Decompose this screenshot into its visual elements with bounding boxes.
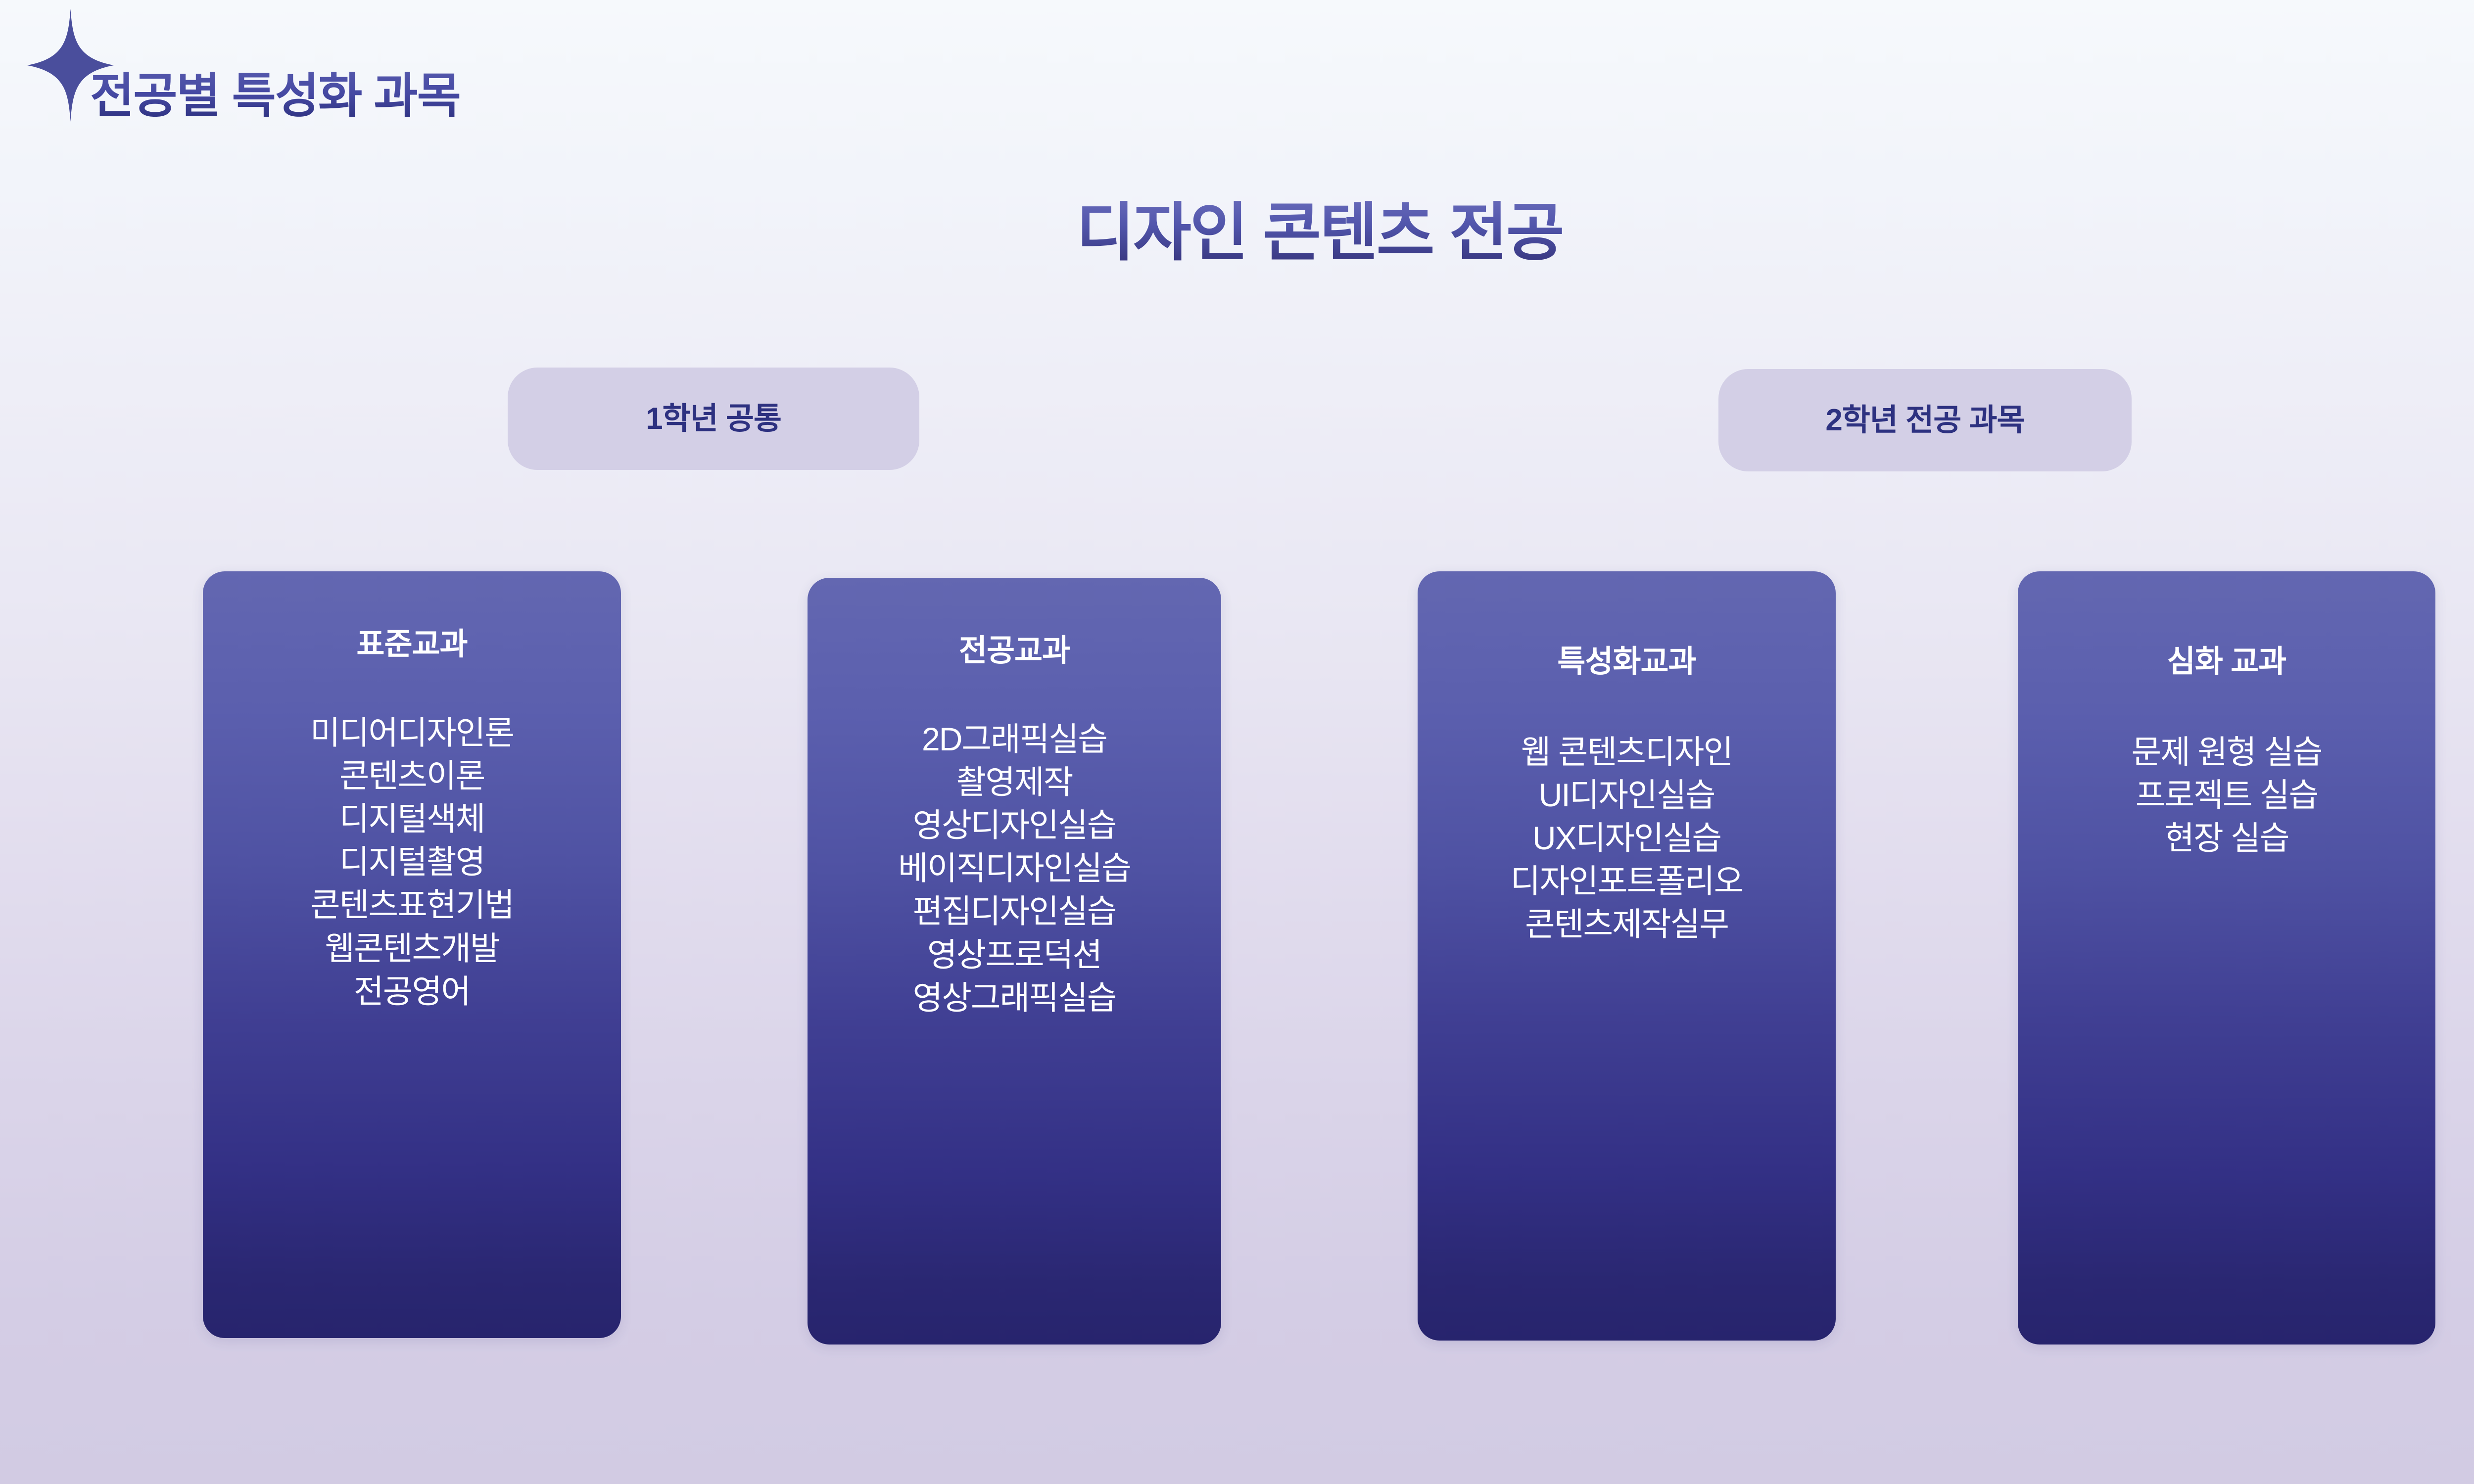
- card-title: 전공교과: [958, 634, 1070, 668]
- course-item: UI디자인실습: [1538, 777, 1716, 814]
- year-badge-grade2[interactable]: 2학년 전공 과목: [1718, 369, 2132, 471]
- course-list: 웹 콘텐츠디자인 UI디자인실습 UX디자인실습 디자인포트폴리오 콘텐츠제작실…: [1418, 731, 1836, 946]
- card-title: 심화 교과: [2167, 645, 2286, 679]
- course-item: 웹 콘텐츠디자인: [1521, 734, 1733, 770]
- card-title: 특성화교과: [1557, 645, 1696, 679]
- course-item: 영상프로덕션: [927, 936, 1102, 973]
- course-item: 콘텐츠제작실무: [1524, 906, 1729, 943]
- header: 전공별 특성화 과목: [0, 0, 693, 163]
- course-card-standard[interactable]: 표준교과 미디어디자인론 콘텐츠이론 디지털색체 디지털촬영 콘텐츠표현기법 웹…: [203, 571, 621, 1338]
- course-item: UX디자인실습: [1532, 820, 1722, 857]
- course-item: 미디어디자인론: [310, 714, 515, 751]
- course-item: 프로젝트 실습: [2135, 777, 2319, 814]
- course-list: 2D그래픽실습 촬영제작 영상디자인실습 베이직디자인실습 편집디자인실습 영상…: [808, 718, 1221, 1020]
- course-item: 콘텐츠표현기법: [310, 886, 515, 924]
- course-item: 영상그래픽실습: [912, 979, 1117, 1016]
- course-list: 미디어디자인론 콘텐츠이론 디지털색체 디지털촬영 콘텐츠표현기법 웹콘텐츠개발…: [203, 711, 621, 1013]
- course-item: 디지털색체: [339, 800, 486, 837]
- course-item: 현장 실습: [2164, 820, 2289, 857]
- course-item: 웹콘텐츠개발: [325, 929, 500, 967]
- course-item: 전공영어: [354, 973, 471, 1010]
- year-badge-grade1[interactable]: 1학년 공통: [508, 368, 919, 470]
- course-item: 문제 원형 실습: [2131, 734, 2323, 770]
- course-item: 2D그래픽실습: [922, 721, 1108, 757]
- sparkle-star-icon: [27, 9, 114, 122]
- course-item: 디지털촬영: [339, 843, 486, 881]
- course-list: 문제 원형 실습 프로젝트 실습 현장 실습: [2018, 731, 2435, 860]
- course-card-advanced[interactable]: 심화 교과 문제 원형 실습 프로젝트 실습 현장 실습: [2018, 571, 2435, 1345]
- course-item: 콘텐츠이론: [339, 757, 486, 794]
- page-title: 전공별 특성화 과목: [90, 69, 461, 123]
- course-item: 영상디자인실습: [912, 807, 1117, 844]
- course-item: 촬영제작: [956, 764, 1074, 801]
- card-title: 표준교과: [356, 627, 468, 661]
- course-card-specialized[interactable]: 특성화교과 웹 콘텐츠디자인 UI디자인실습 UX디자인실습 디자인포트폴리오 …: [1418, 571, 1836, 1341]
- course-item: 베이직디자인실습: [898, 850, 1132, 887]
- year-badge-label: 2학년 전공 과목: [1825, 403, 2025, 437]
- course-item: 편집디자인실습: [912, 893, 1117, 930]
- course-item: 디자인포트폴리오: [1510, 863, 1744, 900]
- year-badge-label: 1학년 공통: [646, 401, 782, 436]
- main-title: 디자인 콘텐츠 전공: [0, 195, 2474, 270]
- course-card-major[interactable]: 전공교과 2D그래픽실습 촬영제작 영상디자인실습 베이직디자인실습 편집디자인…: [808, 578, 1221, 1345]
